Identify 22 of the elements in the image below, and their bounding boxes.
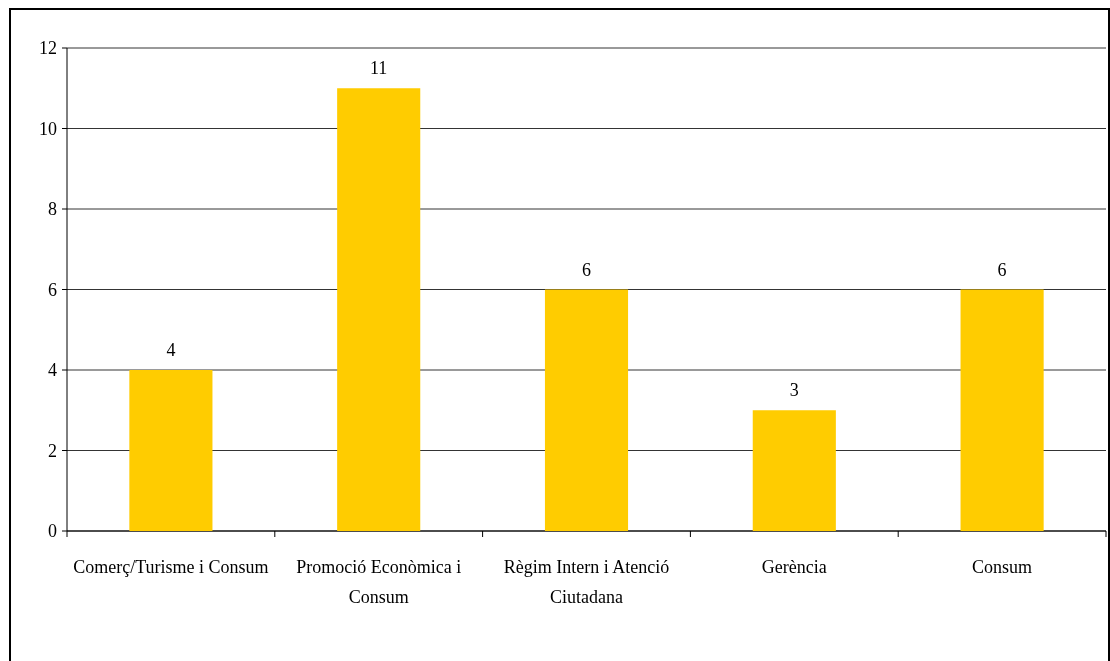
x-tick-label: Promoció Econòmica i Consum	[296, 557, 462, 607]
data-label: 6	[997, 259, 1007, 280]
x-tick-label: Gerència	[761, 557, 827, 577]
x-tick-label: Consum	[972, 557, 1033, 577]
y-tick-label: 0	[48, 521, 57, 542]
x-tick-label: Comerç/Turisme i Consum	[73, 557, 269, 577]
y-tick-label: 10	[39, 118, 57, 139]
data-label: 6	[582, 259, 591, 280]
data-label: 4	[166, 340, 176, 360]
bar	[544, 289, 629, 531]
data-label: 11	[370, 58, 388, 79]
x-tick-label: Règim Intern i Atenció Ciutadana	[503, 557, 670, 607]
data-label: 3	[789, 380, 799, 401]
y-tick-label: 4	[48, 360, 57, 381]
y-tick-label: 6	[48, 279, 57, 300]
y-tick-label: 12	[39, 38, 57, 59]
y-tick-label: 8	[48, 199, 57, 220]
y-tick-label: 2	[48, 440, 57, 461]
bar	[129, 370, 213, 531]
bar	[337, 88, 421, 531]
bar	[752, 410, 836, 531]
bar	[960, 289, 1044, 531]
